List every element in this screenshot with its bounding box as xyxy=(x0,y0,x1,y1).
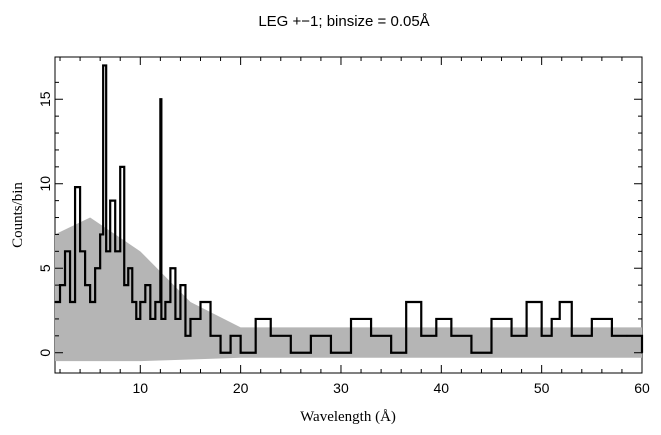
data-point xyxy=(254,318,257,320)
x-tick-label: 60 xyxy=(634,380,650,396)
data-point xyxy=(109,199,112,202)
data-point xyxy=(94,267,97,270)
data-point xyxy=(269,334,272,337)
data-point xyxy=(510,334,513,337)
data-point xyxy=(179,284,182,287)
y-axis-label: Counts/bin xyxy=(10,182,26,248)
y-tick-label: 5 xyxy=(37,264,53,272)
data-point xyxy=(330,351,332,354)
data-point xyxy=(164,301,167,303)
data-point xyxy=(114,250,117,253)
data-point xyxy=(525,301,528,303)
error-band-layer xyxy=(55,217,642,362)
data-point xyxy=(131,301,134,303)
data-point xyxy=(626,334,628,337)
data-point xyxy=(139,301,142,303)
data-point xyxy=(558,301,561,303)
data-point xyxy=(610,334,613,337)
data-point xyxy=(123,284,126,287)
data-point xyxy=(350,318,352,320)
data-point xyxy=(289,351,292,354)
data-point xyxy=(74,186,76,189)
plot-area: 10 20 30 40 50 60 0 5 10 15 xyxy=(37,56,650,396)
data-point xyxy=(79,250,81,253)
data-point xyxy=(84,284,87,287)
data-point xyxy=(144,284,147,287)
data-point xyxy=(570,334,573,337)
data-point xyxy=(405,301,408,303)
data-point xyxy=(229,334,232,337)
data-point xyxy=(189,318,192,320)
data-point xyxy=(127,267,130,270)
counts-histogram xyxy=(55,64,644,354)
x-tick-label: 20 xyxy=(233,380,249,396)
data-point xyxy=(490,318,493,320)
data-point xyxy=(540,334,543,337)
data-point xyxy=(550,318,553,320)
data-point xyxy=(64,250,66,253)
data-point xyxy=(420,334,423,337)
data-point xyxy=(590,318,593,320)
data-point xyxy=(169,267,172,270)
data-point xyxy=(450,334,453,337)
x-tick-label: 30 xyxy=(333,380,349,396)
data-point xyxy=(174,318,177,320)
data-point xyxy=(102,64,105,67)
data-point xyxy=(239,351,242,354)
data-point xyxy=(149,318,152,320)
data-point xyxy=(154,301,157,303)
data-point xyxy=(99,233,102,236)
plot-frame xyxy=(54,56,643,374)
data-point xyxy=(370,334,372,337)
data-point xyxy=(390,351,393,354)
data-point xyxy=(184,334,187,337)
data-point xyxy=(160,318,163,320)
data-point xyxy=(199,301,202,303)
data-point xyxy=(135,318,138,320)
chart-title: LEG +−1; binsize = 0.05Å xyxy=(258,13,429,30)
y-tick-label: 15 xyxy=(37,91,53,107)
y-tick-label: 10 xyxy=(37,176,53,192)
data-point xyxy=(219,351,222,354)
y-tick-label: 0 xyxy=(37,349,53,357)
x-tick-label: 40 xyxy=(434,380,450,396)
data-point xyxy=(59,284,61,287)
data-point xyxy=(119,165,122,168)
error-band xyxy=(55,217,642,362)
data-point xyxy=(435,318,438,320)
x-tick-label: 10 xyxy=(133,380,149,396)
histogram-layer xyxy=(54,64,644,354)
x-tick-label: 50 xyxy=(534,380,550,396)
data-point xyxy=(209,334,212,337)
axis-ticks: 10 20 30 40 50 60 0 5 10 15 xyxy=(37,57,650,396)
data-point xyxy=(159,98,162,101)
data-point xyxy=(69,301,71,303)
data-point xyxy=(309,334,312,337)
data-point xyxy=(470,351,473,354)
data-point xyxy=(89,301,92,303)
data-point xyxy=(105,250,108,253)
x-axis-label: Wavelength (Å) xyxy=(300,409,396,425)
